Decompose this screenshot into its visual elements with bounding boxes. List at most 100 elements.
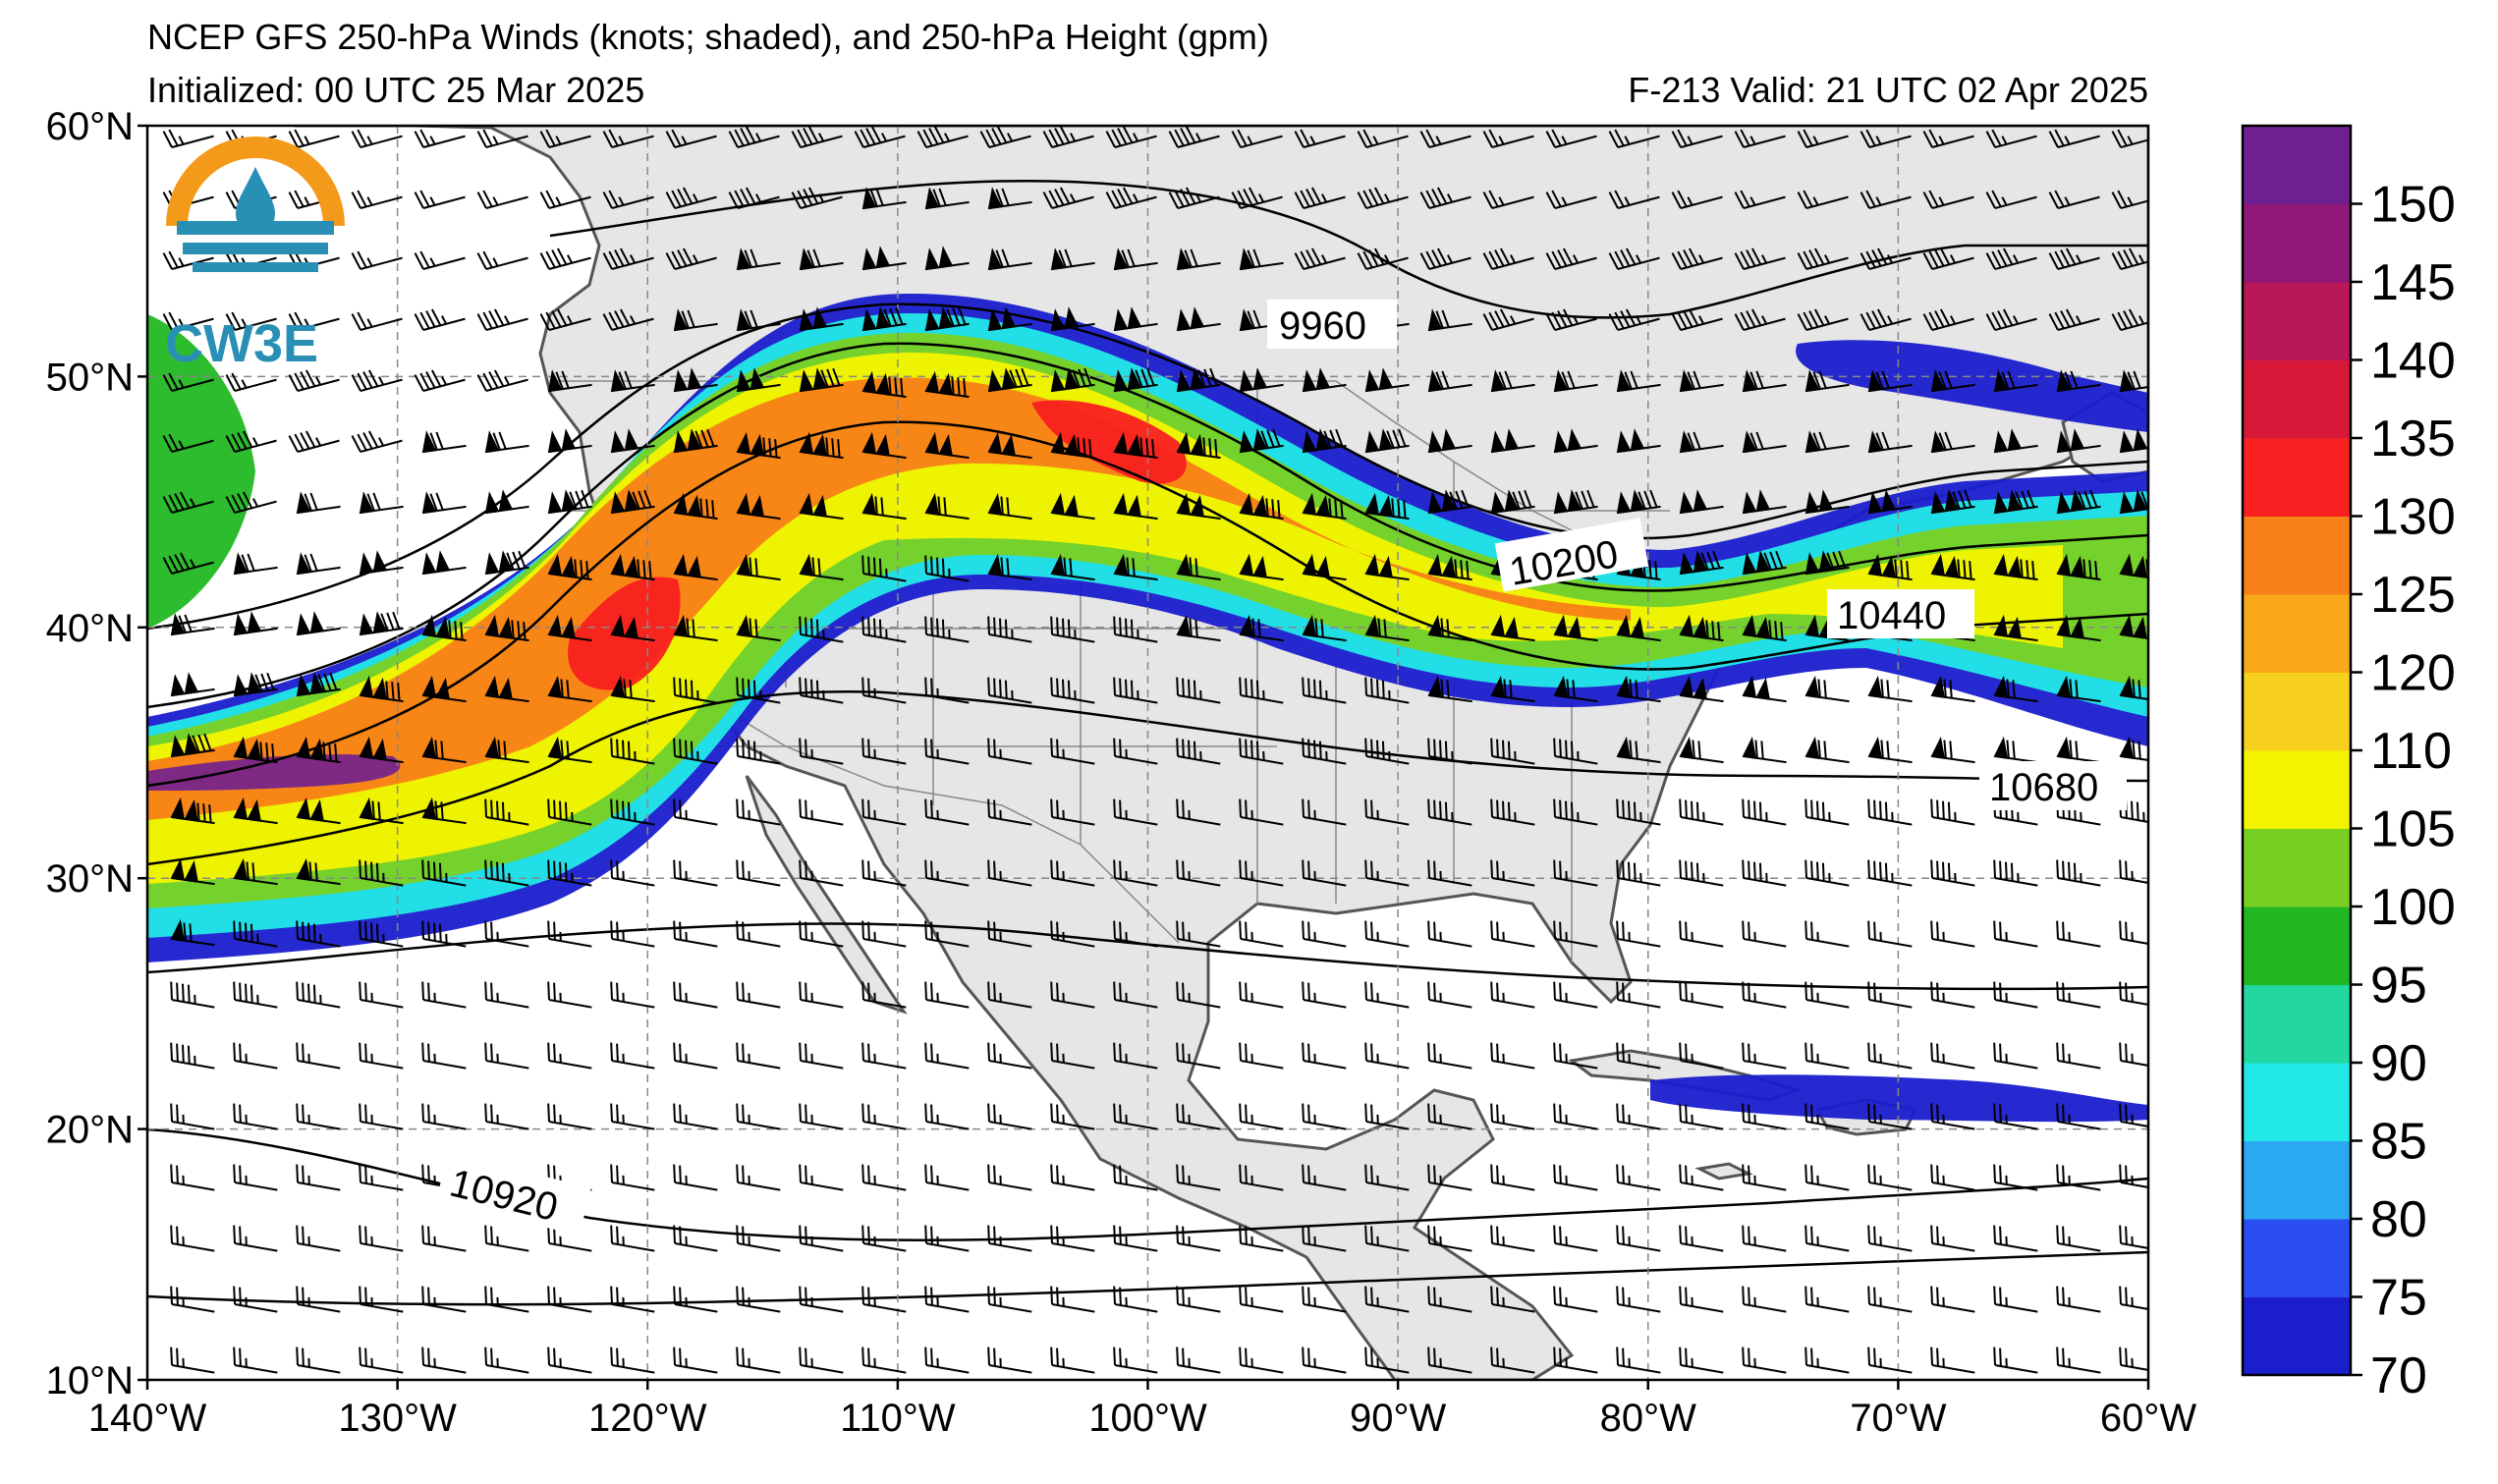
wind-barb	[1239, 1347, 1284, 1374]
wind-barb	[924, 798, 970, 826]
wind-barb-staff	[987, 859, 1032, 887]
wind-barb	[233, 1286, 278, 1313]
wind-barb-staff	[1734, 308, 1786, 331]
wind-barb-staff	[1805, 740, 1850, 764]
wind-barb-staff	[1931, 370, 1975, 392]
wind-barb	[1922, 308, 1974, 331]
wind-barb-staff	[1302, 1164, 1347, 1191]
wind-barb	[225, 491, 277, 514]
wind-barb-staff	[979, 126, 1031, 148]
wind-barb-staff	[610, 1286, 655, 1313]
wind-barb	[421, 430, 467, 454]
lon-tick-label: 70°W	[1850, 1397, 1946, 1440]
wind-barb-staff	[548, 370, 592, 392]
wind-barb	[736, 859, 781, 887]
wind-barb	[2111, 129, 2148, 148]
wind-barb	[1050, 616, 1095, 643]
wind-barb-staff	[1930, 859, 1975, 887]
wind-barb	[736, 1286, 781, 1313]
wind-barb-staff	[924, 1042, 970, 1070]
wind-barb	[1679, 1347, 1724, 1374]
wind-barb-staff	[1365, 498, 1410, 521]
lat-tick-label: 60°N	[46, 105, 134, 148]
wind-barb-staff	[1419, 187, 1471, 209]
wind-barb	[861, 370, 907, 399]
wind-barb-staff	[1994, 370, 2038, 392]
wind-barb	[1742, 859, 1787, 887]
wind-barb-staff	[924, 859, 970, 887]
wind-barb-staff	[861, 738, 907, 765]
colorbar-label: 150	[2370, 177, 2456, 234]
wind-barb	[799, 1347, 844, 1374]
wind-barb	[547, 553, 592, 581]
wind-barb-staff	[1239, 798, 1284, 826]
wind-barb-staff	[421, 1042, 467, 1070]
wind-barb	[1993, 920, 2038, 948]
wind-barb-staff	[351, 250, 403, 270]
wind-barb	[547, 1286, 592, 1313]
wind-barb-staff	[1805, 679, 1850, 703]
wind-barb-staff	[1427, 1103, 1472, 1130]
wind-barb	[799, 1103, 844, 1130]
wind-barb-staff	[421, 1347, 467, 1374]
lat-tick-label: 10°N	[46, 1359, 134, 1402]
wind-barb-staff	[484, 1347, 529, 1374]
wind-barb-staff	[1427, 1347, 1472, 1374]
gridlines	[147, 126, 2148, 1380]
wind-barb-staff	[1303, 573, 1347, 581]
wind-barb	[2056, 553, 2101, 581]
wind-barb-staff	[548, 740, 592, 764]
wind-barb	[233, 672, 278, 697]
wind-barb-staff	[1734, 190, 1786, 209]
wind-barb-staff	[1742, 1347, 1787, 1374]
initialized-time: Initialized: 00 UTC 25 Mar 2025	[147, 70, 645, 110]
wind-barb-staff	[1553, 1042, 1598, 1070]
wind-barb	[610, 489, 655, 515]
wind-barb	[1679, 920, 1724, 948]
wind-barb	[2056, 1347, 2101, 1374]
wind-barb	[296, 611, 341, 636]
wind-barb	[1553, 798, 1598, 826]
wind-barb-staff	[1679, 981, 1724, 1009]
wind-barb-staff	[233, 1103, 278, 1130]
wind-barb	[736, 981, 781, 1009]
colorbar-swatch	[2243, 984, 2351, 1064]
wind-barb	[2056, 981, 2101, 1009]
wind-barb-staff	[1114, 367, 1158, 392]
wind-barb	[1993, 1164, 2038, 1191]
wind-barb	[1050, 798, 1095, 826]
wind-barb-staff	[1805, 505, 1850, 514]
wind-barb	[1427, 738, 1472, 765]
wind-barb	[1364, 1164, 1410, 1191]
wind-barb-staff	[862, 376, 907, 399]
wind-barb	[1050, 859, 1095, 887]
wind-barb-staff	[1867, 1103, 1913, 1130]
wind-barb	[296, 672, 341, 697]
wind-barb-staff	[288, 311, 340, 331]
wind-barb-staff	[162, 372, 214, 392]
wind-barb	[233, 611, 278, 636]
colorbar-swatch	[2243, 750, 2351, 829]
wind-barb	[1616, 859, 1661, 887]
wind-barb-staff	[1168, 126, 1220, 148]
wind-barb	[1930, 553, 1975, 581]
wind-barb-staff	[1867, 1347, 1913, 1374]
wind-barb	[791, 126, 843, 148]
wind-barb	[924, 306, 970, 332]
wind-barb	[476, 129, 528, 148]
wind-barb-staff	[799, 1286, 844, 1313]
wind-barb-staff	[1993, 1225, 2038, 1252]
wind-barb	[1302, 798, 1347, 826]
wind-barb	[351, 250, 403, 270]
wind-barb-staff	[1357, 187, 1409, 209]
wind-barb	[1113, 1286, 1158, 1313]
wind-barb-staff	[737, 557, 781, 581]
wind-barb-staff	[171, 877, 215, 886]
wind-barb	[1993, 489, 2038, 515]
wind-barb-staff	[2111, 190, 2148, 209]
wind-barb	[1490, 1042, 1535, 1070]
wind-barb	[799, 553, 844, 581]
wind-barb	[861, 1347, 907, 1374]
wind-barb-staff	[1868, 370, 1913, 392]
wind-barb-staff	[547, 798, 592, 826]
